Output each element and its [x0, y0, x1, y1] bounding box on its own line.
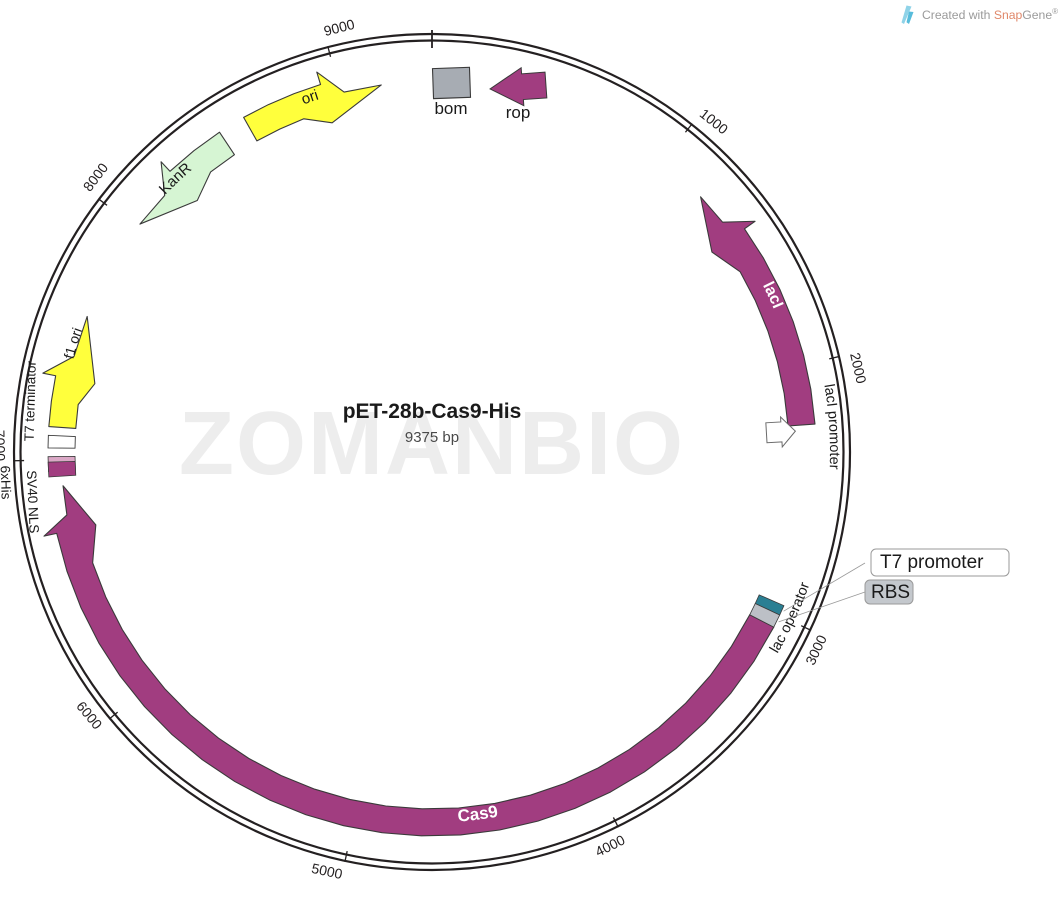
- svg-text:7000: 7000: [0, 430, 8, 462]
- svg-text:pET-28b-Cas9-His: pET-28b-Cas9-His: [343, 400, 522, 423]
- svg-text:T7 promoter: T7 promoter: [880, 552, 984, 573]
- svg-text:bom: bom: [434, 99, 467, 118]
- svg-text:6xHis: 6xHis: [0, 465, 14, 499]
- svg-text:Created with SnapGene®: Created with SnapGene®: [922, 7, 1058, 22]
- svg-text:9375 bp: 9375 bp: [405, 429, 459, 446]
- svg-text:SV40 NLS: SV40 NLS: [24, 470, 42, 534]
- svg-text:T7 terminator: T7 terminator: [22, 360, 39, 441]
- svg-text:rop: rop: [506, 103, 531, 122]
- svg-text:RBS: RBS: [871, 582, 910, 603]
